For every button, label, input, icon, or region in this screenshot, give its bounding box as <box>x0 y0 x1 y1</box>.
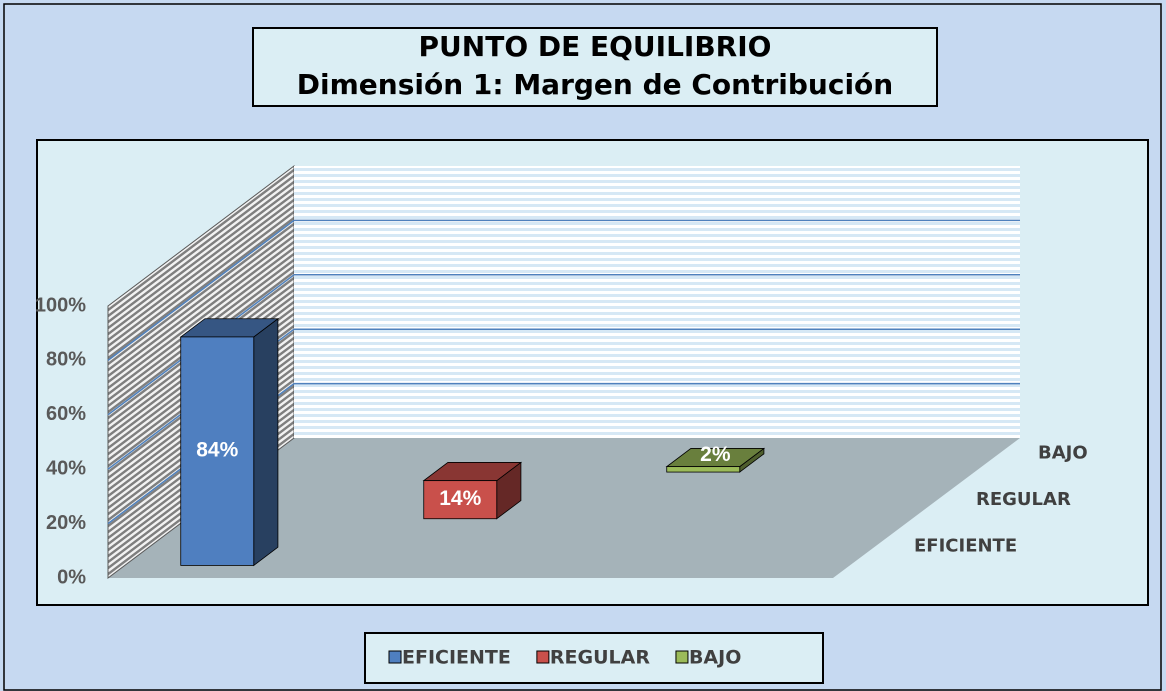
floor <box>108 438 1020 578</box>
data-label: 84% <box>196 439 238 462</box>
legend-box <box>364 632 824 684</box>
legend-label: REGULAR <box>550 647 650 669</box>
legend-swatch <box>675 650 689 664</box>
frame <box>3 3 1162 691</box>
data-label: 14% <box>439 487 481 510</box>
back-wall <box>294 166 1020 438</box>
legend-label: EFICIENTE <box>402 647 511 669</box>
bar <box>180 336 255 566</box>
bar <box>423 480 498 520</box>
y-tick-label: 100% <box>35 294 86 316</box>
legend-swatch <box>536 650 550 664</box>
data-label: 2% <box>700 443 731 466</box>
legend-label: BAJO <box>689 647 741 669</box>
title-box <box>252 27 938 107</box>
chart-subtitle: Dimensión 1: Margen de Contribución <box>297 68 893 101</box>
y-tick-label: 80% <box>46 349 86 371</box>
grid-line <box>107 219 295 361</box>
y-tick-label: 0% <box>57 566 86 588</box>
bar <box>666 466 741 473</box>
legend-swatch <box>388 650 402 664</box>
y-tick-label: 20% <box>46 512 86 534</box>
bar-side <box>253 317 279 567</box>
depth-label: EFICIENTE <box>914 536 1017 557</box>
chart-title: PUNTO DE EQUILIBRIO <box>419 30 772 63</box>
y-tick-label: 60% <box>46 403 86 425</box>
depth-label: BAJO <box>1038 442 1088 463</box>
depth-label: REGULAR <box>976 489 1071 510</box>
y-tick-label: 40% <box>46 457 86 479</box>
